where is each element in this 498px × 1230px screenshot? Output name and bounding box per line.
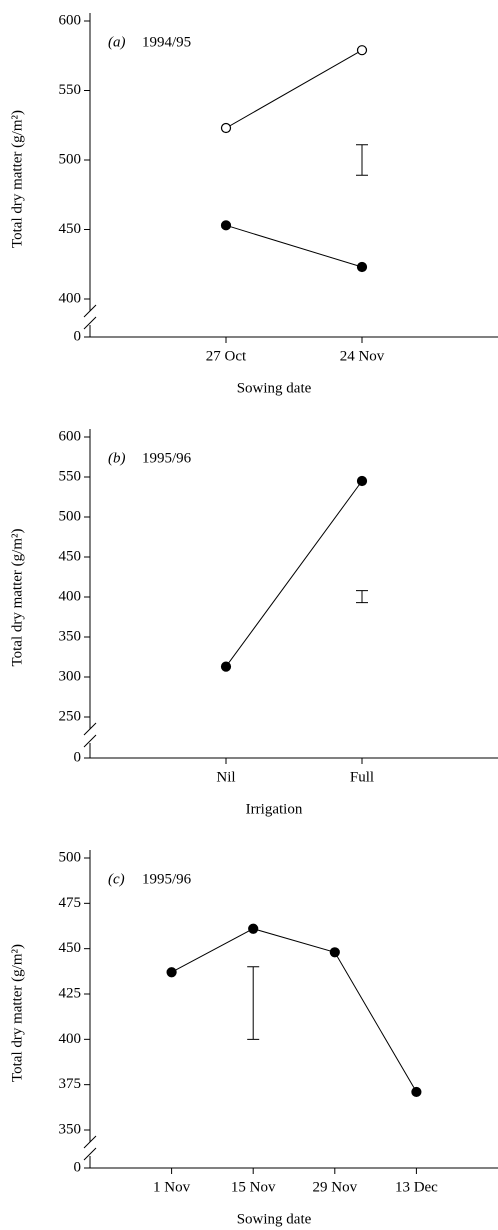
axis-break (83, 304, 97, 330)
panel-subtitle: 1995/96 (142, 450, 192, 466)
axis-break (83, 1135, 97, 1161)
error-bar (247, 966, 260, 1040)
x-axis-label: Sowing date (237, 380, 312, 396)
error-bar (356, 144, 368, 176)
y-axis-label: Total dry matter (g/m²) (9, 110, 25, 248)
panel-label: (b) (108, 450, 126, 466)
y-tick-label: 600 (59, 12, 82, 28)
y-tick-label: 500 (59, 508, 82, 524)
y-tick-label: 300 (59, 668, 82, 684)
x-axis-label: Sowing date (237, 1211, 312, 1227)
data-point (248, 923, 259, 934)
data-point (220, 661, 232, 672)
series-line (225, 480, 363, 667)
x-tick-label: 29 Nov (313, 1179, 358, 1195)
y-tick-label: 375 (59, 1076, 82, 1092)
x-tick-label: 27 Oct (206, 348, 247, 364)
y-tick-label: 400 (59, 290, 82, 306)
x-tick-label: Full (350, 769, 374, 785)
y-tick-label: 450 (59, 940, 82, 956)
y-tick-label: 450 (59, 221, 82, 237)
y-tick-label: 475 (59, 895, 82, 911)
panel-subtitle: 1995/96 (142, 871, 192, 887)
axis-break (83, 722, 97, 748)
data-point (356, 45, 368, 56)
series-line (225, 224, 363, 268)
data-point (166, 967, 177, 978)
series-line (171, 928, 417, 1093)
y-tick-label: 250 (59, 708, 82, 724)
x-tick-label: 24 Nov (340, 348, 385, 364)
y-axis-label: Total dry matter (g/m²) (9, 944, 25, 1082)
data-point (329, 947, 340, 958)
y-tick-label: 350 (59, 628, 82, 644)
y-tick-label: 0 (74, 328, 82, 344)
x-tick-label: 1 Nov (153, 1179, 191, 1195)
y-tick-label: 425 (59, 985, 82, 1001)
y-tick-label: 500 (59, 151, 82, 167)
data-point (220, 122, 232, 134)
panel-label: (c) (108, 871, 125, 887)
y-tick-label: 550 (59, 468, 82, 484)
x-tick-label: 15 Nov (231, 1179, 276, 1195)
series-line (225, 49, 363, 129)
y-axis-label: Total dry matter (g/m²) (9, 529, 25, 667)
data-point (356, 261, 368, 273)
y-tick-label: 350 (59, 1121, 82, 1137)
panel-subtitle: 1994/95 (142, 34, 191, 50)
y-tick-label: 500 (59, 849, 82, 865)
x-tick-label: Nil (216, 769, 235, 785)
x-tick-label: 13 Dec (395, 1179, 438, 1195)
y-tick-label: 450 (59, 548, 82, 564)
y-tick-label: 550 (59, 82, 82, 98)
panel-label: (a) (108, 34, 126, 50)
data-point (220, 220, 232, 231)
x-axis-label: Irrigation (246, 801, 303, 817)
error-bar (356, 590, 368, 604)
y-tick-label: 400 (59, 1031, 82, 1047)
y-tick-label: 0 (74, 1159, 82, 1175)
data-point (411, 1086, 422, 1098)
y-tick-label: 400 (59, 588, 82, 604)
y-tick-label: 600 (59, 428, 82, 444)
y-tick-label: 0 (74, 749, 82, 765)
data-point (356, 475, 368, 487)
